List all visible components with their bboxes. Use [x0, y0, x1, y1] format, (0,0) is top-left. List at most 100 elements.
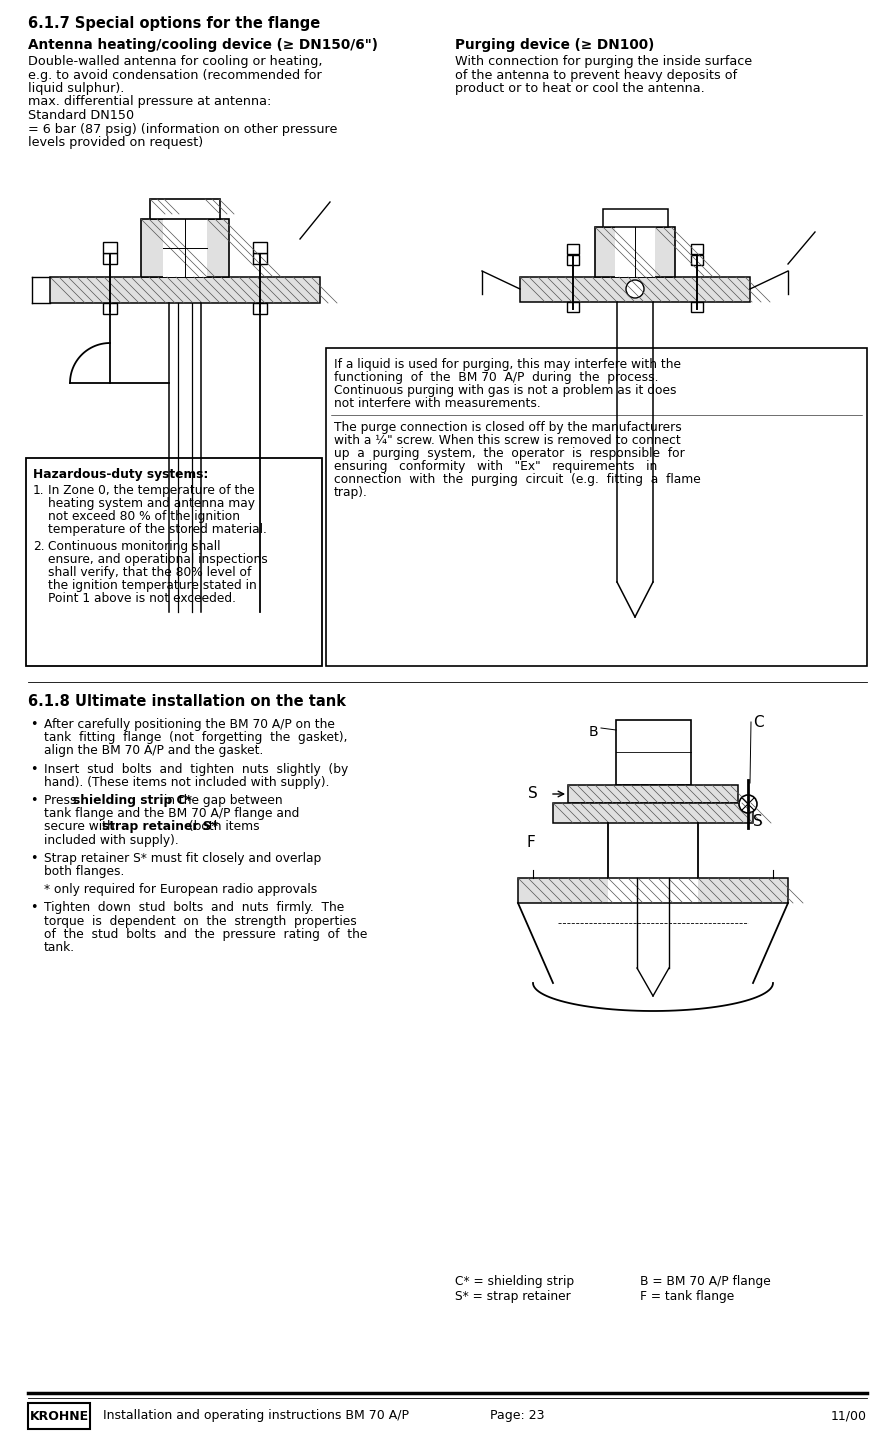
Text: * only required for European radio approvals: * only required for European radio appro…	[44, 884, 316, 896]
Bar	[595, 227, 674, 276]
Text: •: •	[30, 718, 38, 731]
Bar	[103, 253, 117, 263]
Bar	[141, 219, 229, 276]
Text: Page: 23: Page: 23	[489, 1409, 544, 1423]
Bar	[50, 276, 320, 304]
Text: Strap retainer S* must fit closely and overlap: Strap retainer S* must fit closely and o…	[44, 852, 321, 865]
Text: Hazardous-duty systems:: Hazardous-duty systems:	[33, 468, 208, 481]
Bar	[253, 304, 266, 314]
Text: Double-walled antenna for cooling or heating,: Double-walled antenna for cooling or hea…	[28, 55, 322, 68]
Text: •: •	[30, 763, 38, 776]
Bar	[518, 878, 787, 904]
Bar	[519, 276, 749, 302]
Text: Continuous purging with gas is not a problem as it does: Continuous purging with gas is not a pro…	[333, 384, 676, 397]
Bar	[103, 304, 117, 314]
Text: both flanges.: both flanges.	[44, 865, 124, 878]
Text: tank flange and the BM 70 A/P flange and: tank flange and the BM 70 A/P flange and	[44, 807, 299, 820]
Text: •: •	[30, 852, 38, 865]
Bar	[552, 803, 752, 823]
Text: B = BM 70 A/P flange: B = BM 70 A/P flange	[639, 1275, 770, 1288]
Text: S* = strap retainer: S* = strap retainer	[454, 1289, 570, 1302]
FancyBboxPatch shape	[26, 458, 322, 666]
Text: secure with: secure with	[44, 820, 119, 833]
Text: tank  fitting  flange  (not  forgetting  the  gasket),: tank fitting flange (not forgetting the …	[44, 731, 347, 744]
Bar	[103, 242, 117, 253]
Bar	[614, 227, 654, 276]
Text: trap).: trap).	[333, 486, 367, 499]
Text: If a liquid is used for purging, this may interfere with the: If a liquid is used for purging, this ma…	[333, 358, 680, 371]
Bar	[690, 255, 702, 265]
Bar	[567, 302, 578, 312]
Text: not exceed 80 % of the ignition: not exceed 80 % of the ignition	[48, 509, 240, 522]
Bar	[163, 219, 207, 276]
Text: Point 1 above is not exceeded.: Point 1 above is not exceeded.	[48, 591, 236, 604]
Text: temperature of the stored material.: temperature of the stored material.	[48, 522, 266, 535]
Bar	[568, 786, 738, 803]
Text: with a ¼" screw. When this screw is removed to connect: with a ¼" screw. When this screw is remo…	[333, 435, 680, 448]
Text: functioning  of  the  BM 70  A/P  during  the  process.: functioning of the BM 70 A/P during the …	[333, 371, 658, 384]
Text: product or to heat or cool the antenna.: product or to heat or cool the antenna.	[454, 82, 704, 95]
Text: Tighten  down  stud  bolts  and  nuts  firmly.  The: Tighten down stud bolts and nuts firmly.…	[44, 901, 344, 914]
Text: tank.: tank.	[44, 941, 75, 954]
Text: levels provided on request): levels provided on request)	[28, 137, 203, 150]
Text: S: S	[527, 787, 537, 802]
Bar	[568, 786, 738, 803]
FancyBboxPatch shape	[28, 1403, 90, 1429]
Text: In Zone 0, the temperature of the: In Zone 0, the temperature of the	[48, 484, 254, 496]
Bar	[654, 227, 674, 276]
Text: heating system and antenna may: heating system and antenna may	[48, 496, 255, 509]
Text: included with supply).: included with supply).	[44, 833, 179, 846]
Bar	[690, 302, 702, 312]
Text: Antenna heating/cooling device (≥ DN150/6"): Antenna heating/cooling device (≥ DN150/…	[28, 37, 377, 52]
Text: in the gap between: in the gap between	[160, 794, 283, 807]
Text: hand). (These items not included with supply).: hand). (These items not included with su…	[44, 776, 329, 789]
Bar	[607, 878, 697, 904]
Bar	[519, 276, 749, 302]
Text: of the antenna to prevent heavy deposits of: of the antenna to prevent heavy deposits…	[454, 69, 737, 82]
Circle shape	[625, 281, 644, 298]
Text: = 6 bar (87 psig) (information on other pressure: = 6 bar (87 psig) (information on other …	[28, 122, 337, 135]
Text: S: S	[752, 814, 762, 829]
Bar	[253, 242, 266, 253]
Text: the ignition temperature stated in: the ignition temperature stated in	[48, 578, 257, 591]
Bar	[567, 255, 578, 265]
Text: Purging device (≥ DN100): Purging device (≥ DN100)	[454, 37, 654, 52]
Text: The purge connection is closed off by the manufacturers: The purge connection is closed off by th…	[333, 422, 681, 435]
Text: 1.: 1.	[33, 484, 45, 496]
Text: •: •	[30, 794, 38, 807]
Bar	[595, 227, 614, 276]
Bar	[518, 878, 787, 904]
Text: up  a  purging  system,  the  operator  is  responsible  for: up a purging system, the operator is res…	[333, 448, 684, 460]
Text: F: F	[526, 835, 535, 850]
Text: max. differential pressure at antenna:: max. differential pressure at antenna:	[28, 95, 271, 108]
Text: Installation and operating instructions BM 70 A/P: Installation and operating instructions …	[103, 1409, 409, 1423]
Text: ensure, and operational inspections: ensure, and operational inspections	[48, 553, 267, 566]
Text: After carefully positioning the BM 70 A/P on the: After carefully positioning the BM 70 A/…	[44, 718, 334, 731]
Text: With connection for purging the inside surface: With connection for purging the inside s…	[454, 55, 751, 68]
Text: Insert  stud  bolts  and  tighten  nuts  slightly  (by: Insert stud bolts and tighten nuts sligh…	[44, 763, 348, 776]
FancyBboxPatch shape	[325, 348, 866, 666]
Text: strap retainer S*: strap retainer S*	[102, 820, 218, 833]
Text: KROHNE: KROHNE	[30, 1409, 89, 1423]
Bar	[603, 209, 667, 227]
Text: connection  with  the  purging  circuit  (e.g.  fitting  a  flame: connection with the purging circuit (e.g…	[333, 473, 700, 486]
Text: shall verify, that the 80% level of: shall verify, that the 80% level of	[48, 566, 251, 578]
Text: e.g. to avoid condensation (recommended for: e.g. to avoid condensation (recommended …	[28, 69, 321, 82]
Text: of  the  stud  bolts  and  the  pressure  rating  of  the: of the stud bolts and the pressure ratin…	[44, 928, 367, 941]
Text: torque  is  dependent  on  the  strength  properties: torque is dependent on the strength prop…	[44, 915, 357, 928]
Bar	[253, 253, 266, 263]
Text: 11/00: 11/00	[830, 1409, 866, 1423]
Text: Press: Press	[44, 794, 80, 807]
Bar	[50, 276, 320, 304]
Bar	[552, 803, 752, 823]
Text: C* = shielding strip: C* = shielding strip	[454, 1275, 573, 1288]
Text: B: B	[587, 725, 597, 740]
Text: (both items: (both items	[184, 820, 259, 833]
Text: F = tank flange: F = tank flange	[639, 1289, 733, 1302]
Bar	[567, 245, 578, 255]
Text: 2.: 2.	[33, 540, 45, 553]
Text: Continuous monitoring shall: Continuous monitoring shall	[48, 540, 220, 553]
Text: align the BM 70 A/P and the gasket.: align the BM 70 A/P and the gasket.	[44, 744, 263, 757]
Text: liquid sulphur).: liquid sulphur).	[28, 82, 124, 95]
Text: not interfere with measurements.: not interfere with measurements.	[333, 397, 540, 410]
